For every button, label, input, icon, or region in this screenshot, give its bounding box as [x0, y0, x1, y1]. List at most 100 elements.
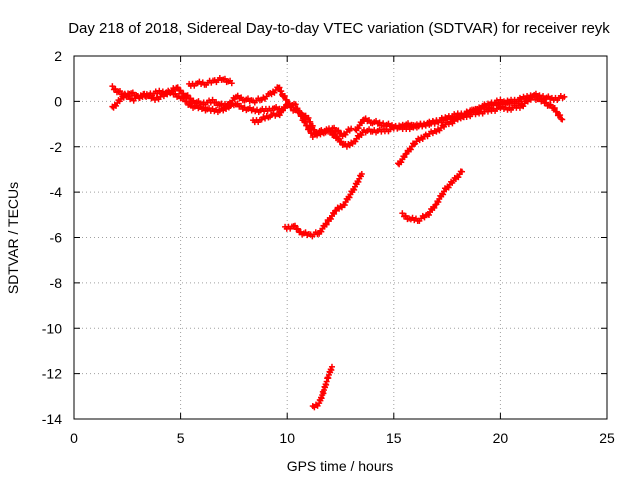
- data-point: [335, 127, 342, 134]
- data-point: [323, 221, 330, 228]
- data-point: [228, 80, 235, 87]
- data-point: [282, 105, 289, 112]
- data-point: [294, 225, 301, 232]
- data-point: [355, 125, 362, 132]
- data-point: [553, 108, 560, 115]
- data-point: [547, 101, 554, 108]
- data-point: [455, 174, 462, 181]
- series-track-4: [224, 84, 355, 140]
- data-point: [309, 122, 316, 129]
- x-axis-label: GPS time / hours: [287, 458, 394, 474]
- y-tick-label: -2: [50, 139, 63, 155]
- data-point: [228, 100, 235, 107]
- data-point: [109, 83, 116, 90]
- data-point: [327, 215, 334, 222]
- data-point: [358, 120, 365, 127]
- data-point: [292, 222, 299, 229]
- data-point: [474, 107, 481, 114]
- data-point: [351, 186, 358, 193]
- data-point: [306, 126, 313, 133]
- data-point: [129, 89, 136, 96]
- y-tick-label: -14: [42, 411, 62, 427]
- data-point: [459, 168, 466, 175]
- data-point: [304, 122, 311, 129]
- data-point: [401, 154, 408, 161]
- data-point: [431, 204, 438, 211]
- y-tick-label: -8: [50, 275, 63, 291]
- data-point: [281, 92, 288, 99]
- x-tick-label: 0: [70, 430, 78, 446]
- data-point: [174, 84, 181, 91]
- series-track-8: [282, 170, 365, 240]
- data-point: [172, 90, 179, 97]
- data-point: [341, 202, 348, 209]
- data-point: [355, 178, 362, 185]
- series-track-9: [399, 168, 466, 224]
- data-point: [435, 199, 442, 206]
- y-tick-label: 0: [54, 93, 62, 109]
- data-point: [276, 84, 283, 91]
- y-tick-label: -10: [42, 320, 62, 336]
- data-point: [302, 118, 309, 125]
- data-point: [561, 93, 568, 100]
- x-tick-label: 10: [279, 430, 295, 446]
- data-point: [322, 220, 329, 227]
- data-point: [399, 210, 406, 217]
- data-point: [352, 138, 359, 145]
- y-tick-label: -6: [50, 230, 63, 246]
- data-point: [328, 128, 335, 135]
- data-point: [445, 184, 452, 191]
- data-points: [109, 74, 568, 411]
- data-point: [338, 138, 345, 145]
- data-point: [305, 114, 312, 121]
- x-tick-label: 20: [493, 430, 509, 446]
- data-point: [559, 116, 566, 123]
- data-point: [276, 112, 283, 119]
- data-point: [292, 101, 299, 108]
- data-point: [294, 105, 301, 112]
- y-tick-label: 2: [54, 48, 62, 64]
- series-track-2: [109, 87, 235, 116]
- data-point: [425, 211, 432, 218]
- data-point: [551, 104, 558, 111]
- data-point: [328, 363, 335, 370]
- data-point: [296, 109, 303, 116]
- data-point: [168, 88, 175, 95]
- data-point: [407, 146, 414, 153]
- x-tick-label: 25: [599, 430, 615, 446]
- data-point: [346, 194, 353, 201]
- series-track-7: [395, 96, 525, 168]
- data-point: [557, 112, 564, 119]
- data-point: [113, 102, 120, 109]
- data-point: [307, 118, 314, 125]
- chart-title: Day 218 of 2018, Sidereal Day-to-day VTE…: [68, 20, 610, 37]
- data-point: [209, 96, 216, 103]
- grid: [74, 56, 607, 419]
- series-track-3: [186, 74, 235, 89]
- data-point: [398, 159, 405, 166]
- x-tick-label: 5: [177, 430, 185, 446]
- series-track-10: [309, 363, 335, 411]
- data-point: [177, 87, 184, 94]
- data-point: [238, 102, 245, 109]
- plot-frame: [73, 55, 608, 420]
- data-point: [335, 135, 342, 142]
- data-point: [234, 100, 241, 107]
- data-point: [183, 98, 190, 105]
- data-point: [112, 85, 119, 92]
- data-point: [180, 94, 187, 101]
- data-point: [358, 170, 365, 177]
- data-point: [221, 75, 228, 82]
- series-track-6: [352, 90, 568, 134]
- data-point: [184, 92, 191, 99]
- y-tick-label: -12: [42, 366, 62, 382]
- data-point: [278, 88, 285, 95]
- data-point: [318, 228, 325, 235]
- data-point: [331, 131, 338, 138]
- x-tick-label: 15: [386, 430, 402, 446]
- data-point: [116, 88, 123, 95]
- data-point: [402, 212, 409, 219]
- data-point: [331, 124, 338, 131]
